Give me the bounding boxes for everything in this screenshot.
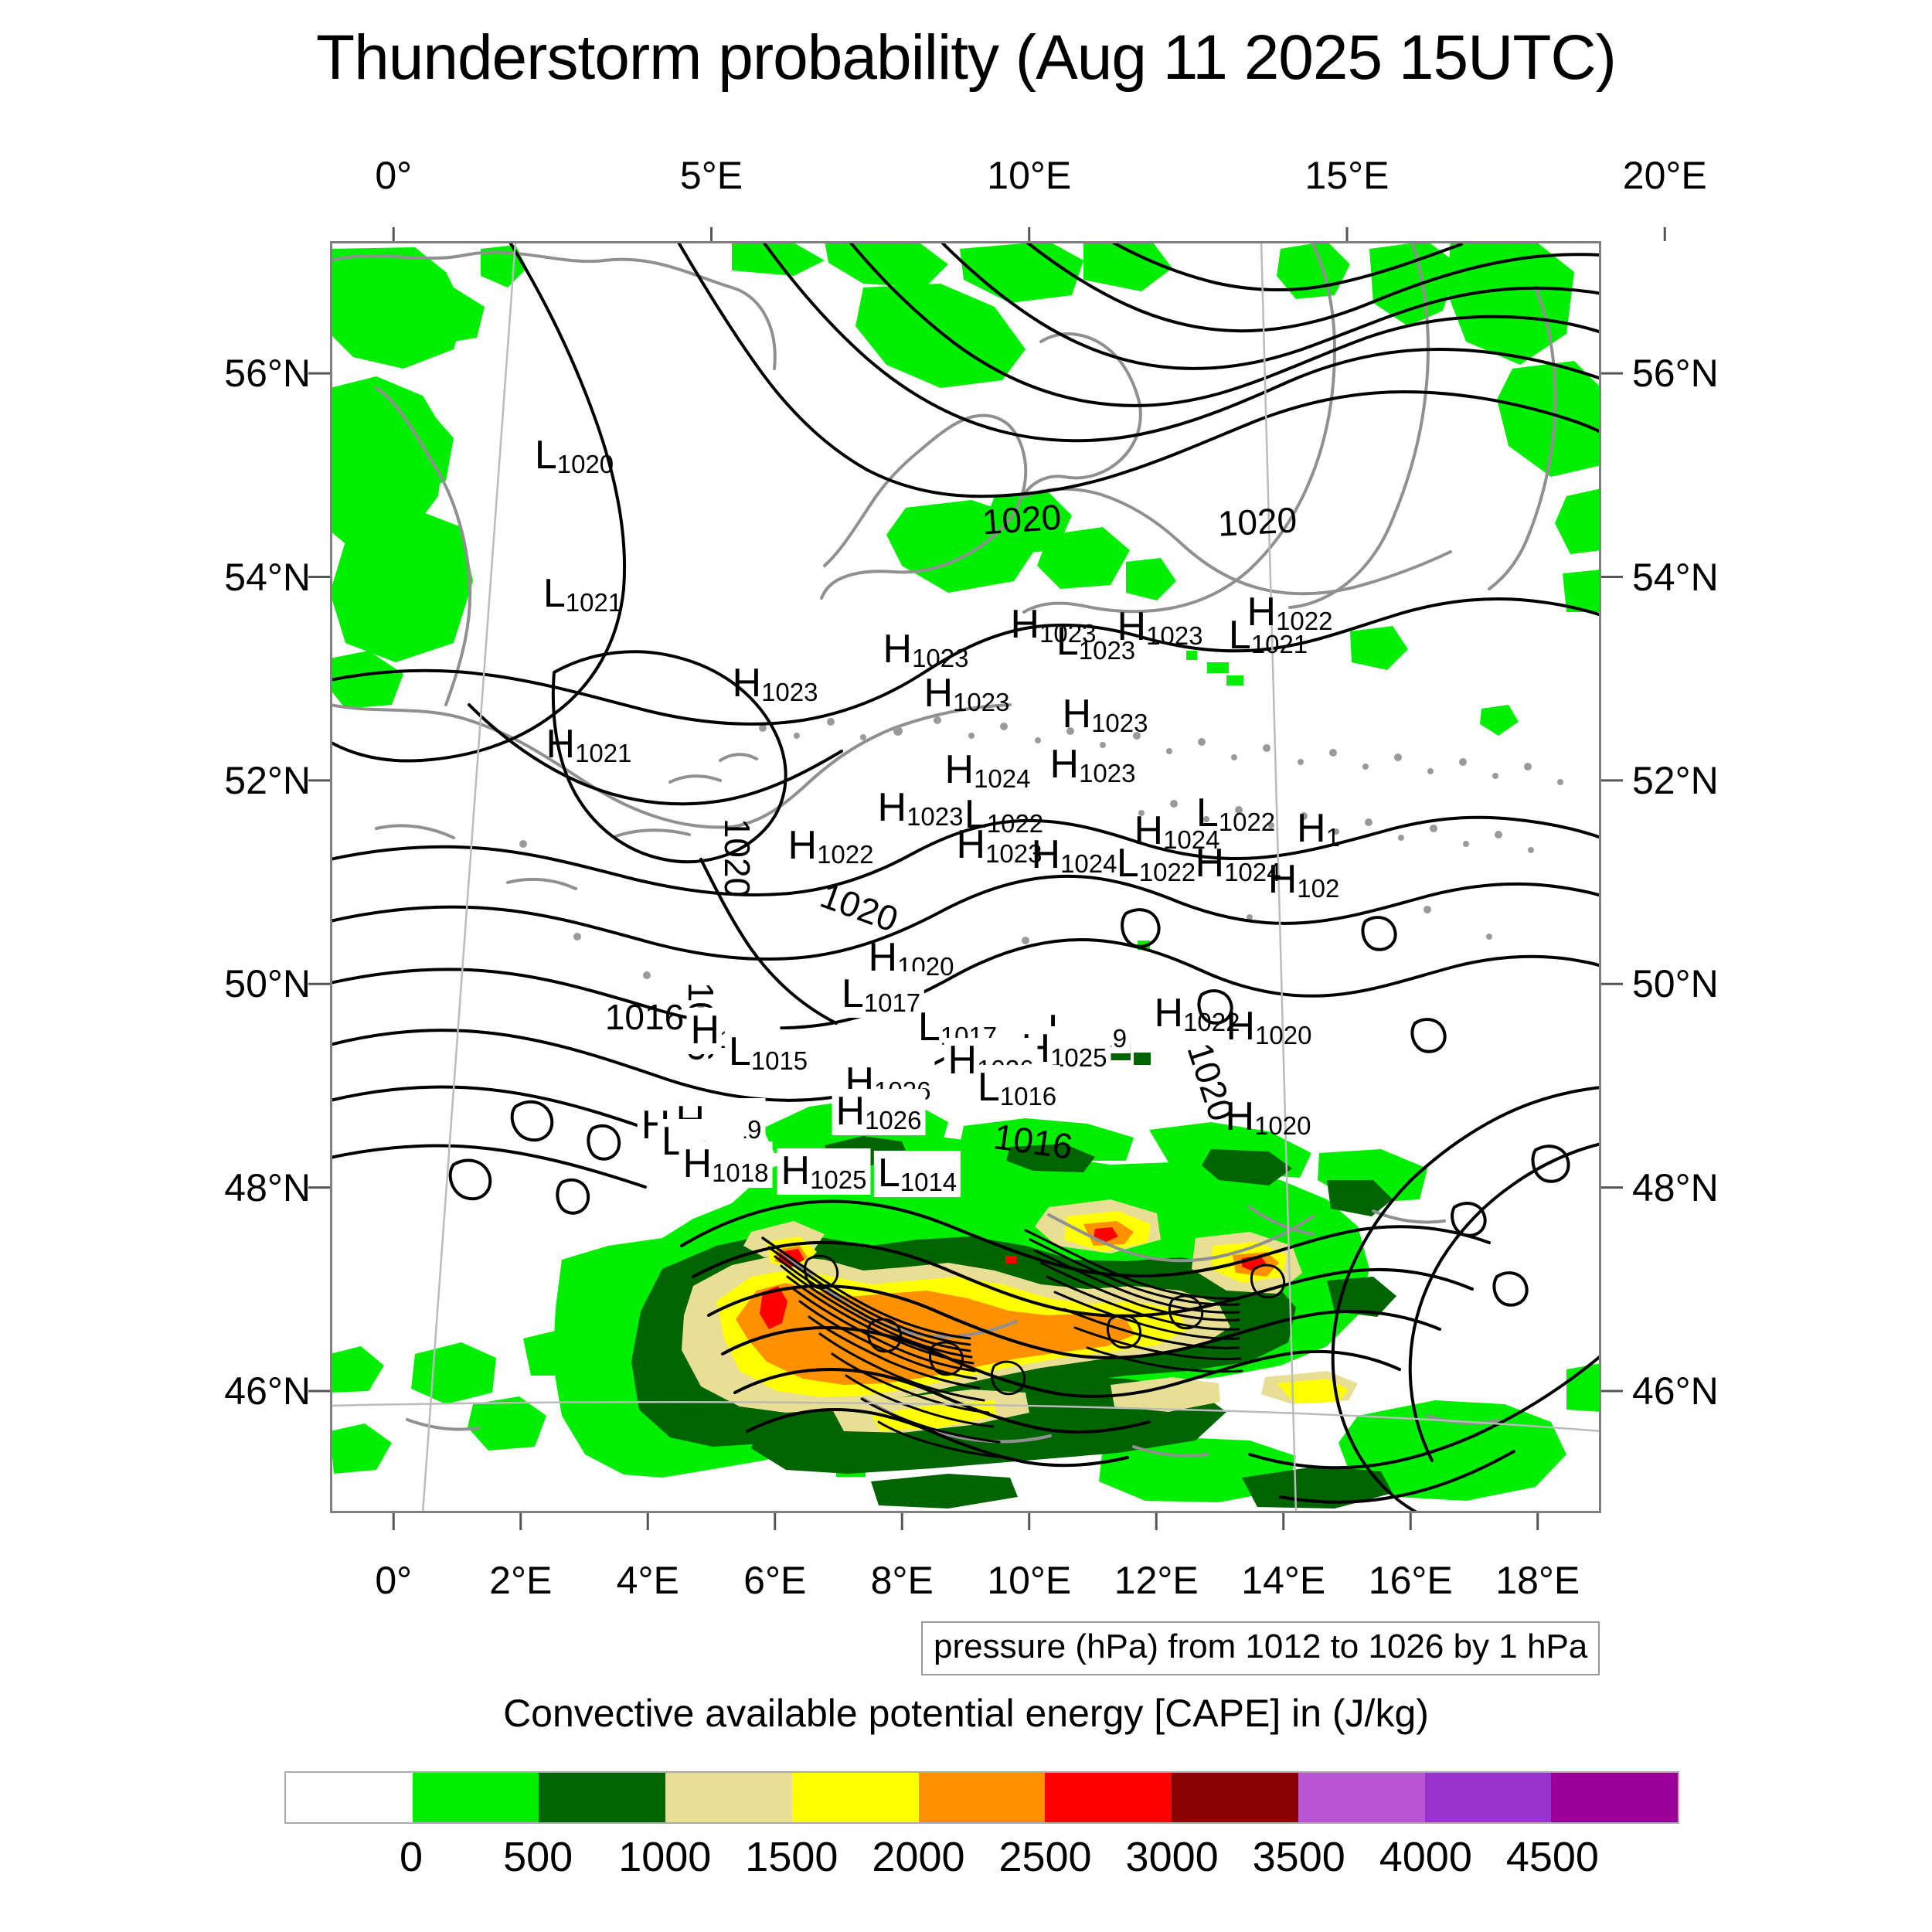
axis-bottom-tick-label: 2°E	[489, 1559, 553, 1602]
pressure-contours	[330, 241, 1601, 1513]
axis-right-tick-label: 46°N	[1632, 1369, 1719, 1413]
axis-bottom-tick-label: 18°E	[1495, 1559, 1580, 1602]
page-title: Thunderstorm probability (Aug 11 2025 15…	[316, 22, 1617, 93]
axis-bottom-tick-label: 6°E	[743, 1559, 807, 1602]
axis-left-tick-label: 50°N	[224, 962, 311, 1006]
colorbar-swatch[interactable]	[918, 1773, 1046, 1822]
weather-map[interactable]: 1020 1020 1020 1020 1016 1016 1020 1016 L1020 L1…	[330, 241, 1601, 1513]
contour-label: 1016	[604, 997, 685, 1037]
axis-bottom-tick-label: 4°E	[616, 1559, 679, 1602]
axis-left-tick-label: 52°N	[224, 758, 311, 802]
colorbar-tick-label: 2000	[872, 1834, 965, 1880]
colorbar-swatch[interactable]	[1045, 1773, 1172, 1822]
axis-top-tick-label: 15°E	[1304, 154, 1389, 197]
colorbar-swatch[interactable]	[1424, 1773, 1552, 1822]
map-frame	[330, 241, 1601, 1513]
colorbar-tick-label: 3500	[1252, 1834, 1345, 1880]
contour-label: 1020	[981, 496, 1063, 543]
axis-left-tick-label: 56°N	[224, 352, 311, 396]
axis-bottom-tick-label: 12°E	[1114, 1559, 1199, 1602]
colorbar-tick-label: 3000	[1125, 1834, 1219, 1880]
cape-colorbar[interactable]	[284, 1771, 1679, 1824]
pressure-legend: pressure (hPa) from 1012 to 1026 by 1 hP…	[921, 1621, 1600, 1675]
colorbar-swatch[interactable]	[1551, 1773, 1679, 1822]
colorbar-swatch[interactable]	[791, 1773, 919, 1822]
axis-bottom-tick-label: 8°E	[870, 1559, 934, 1602]
map-speckles	[519, 716, 1563, 1009]
axis-top-tick-label: 0°	[375, 154, 413, 197]
colorbar-title: Convective available potential energy [C…	[503, 1692, 1429, 1735]
axis-left-tick-label: 54°N	[224, 555, 311, 599]
axis-top-tick-label: 20°E	[1622, 154, 1707, 197]
axis-right-tick-label: 52°N	[1632, 758, 1719, 802]
colorbar-swatch[interactable]	[286, 1773, 413, 1822]
colorbar-swatch[interactable]	[665, 1773, 792, 1822]
colorbar-swatch[interactable]	[1172, 1773, 1298, 1822]
colorbar-tick-label: 500	[503, 1834, 573, 1880]
contour-label: 1020	[717, 818, 757, 898]
axis-top-tick-label: 5°E	[679, 154, 743, 197]
colorbar-tick-label: 2500	[998, 1834, 1092, 1880]
contour-label: 1016	[681, 981, 721, 1062]
graticule	[330, 241, 1601, 1513]
colorbar-tick-label: 1000	[618, 1834, 712, 1880]
map-svg	[330, 241, 1601, 1513]
axis-bottom-tick-label: 14°E	[1241, 1559, 1326, 1602]
axis-left-tick-label: 46°N	[224, 1369, 311, 1413]
colorbar-tick-label: 0	[400, 1834, 423, 1880]
colorbar-swatch[interactable]	[539, 1773, 666, 1822]
colorbar-tick-label: 4500	[1505, 1834, 1599, 1880]
colorbar-swatch[interactable]	[412, 1773, 539, 1822]
axis-right-tick-label: 56°N	[1632, 352, 1719, 396]
axis-right-tick-label: 48°N	[1632, 1165, 1719, 1209]
axis-bottom-tick-label: 10°E	[987, 1559, 1072, 1602]
axis-right-tick-label: 50°N	[1632, 962, 1719, 1006]
colorbar-tick-label: 4000	[1379, 1834, 1472, 1880]
axis-bottom-tick-label: 0°	[375, 1559, 413, 1602]
colorbar-tick-labels: 0 500 1000 1500 2000 2500 3000 3500 4000 4500	[284, 1833, 1679, 1887]
contour-label: 1020	[1216, 499, 1298, 544]
colorbar-swatch[interactable]	[1298, 1773, 1425, 1822]
colorbar-tick-label: 1500	[745, 1834, 838, 1880]
axis-left-tick-label: 48°N	[224, 1165, 311, 1209]
axis-bottom-tick-label: 16°E	[1368, 1559, 1453, 1602]
axis-top-tick-label: 10°E	[987, 154, 1072, 197]
axis-right-tick-label: 54°N	[1632, 555, 1719, 599]
